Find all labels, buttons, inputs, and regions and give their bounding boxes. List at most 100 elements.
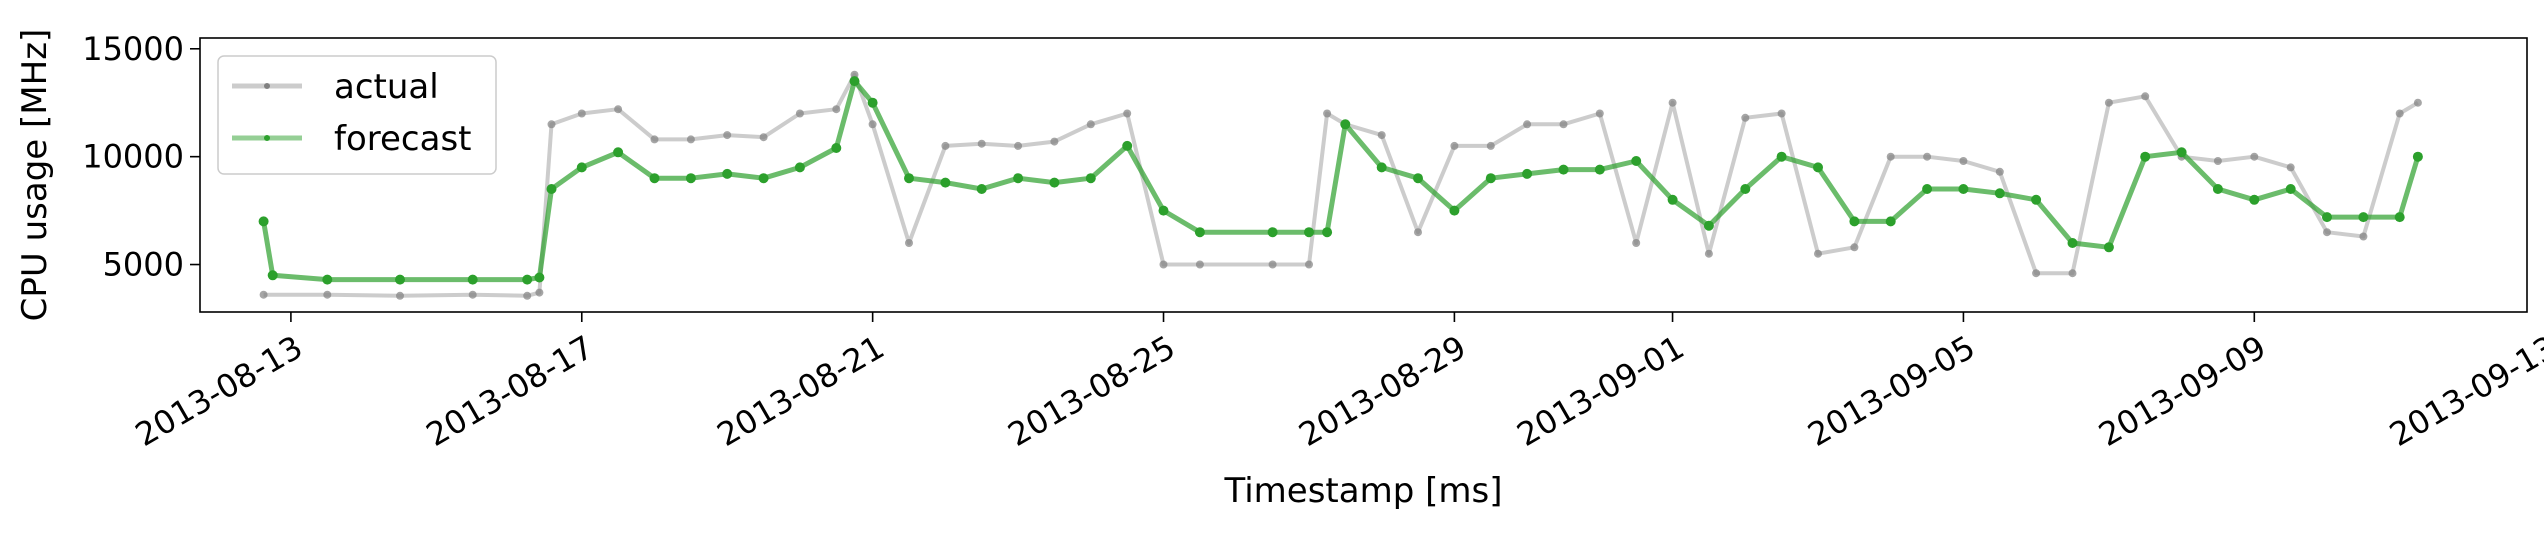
data-point-actual xyxy=(1814,249,1822,258)
data-point-actual xyxy=(577,109,586,118)
data-point-actual xyxy=(1159,260,1168,269)
data-point-forecast xyxy=(1449,205,1460,216)
data-point-forecast xyxy=(1740,184,1751,194)
data-point-actual xyxy=(614,105,623,114)
data-point-forecast xyxy=(1776,151,1787,162)
data-point-actual xyxy=(1450,141,1459,150)
legend-marker-actual xyxy=(264,83,270,89)
x-tick-label: 2013-09-01 xyxy=(1511,328,1691,454)
y-tick-label: 5000 xyxy=(103,246,184,284)
data-point-forecast xyxy=(849,76,860,87)
data-point-actual xyxy=(1995,167,2004,176)
data-point-forecast xyxy=(1340,119,1351,130)
x-tick-label: 2013-08-13 xyxy=(129,328,309,454)
data-point-forecast xyxy=(1267,227,1278,238)
data-point-forecast xyxy=(1485,173,1496,184)
data-point-forecast xyxy=(2176,147,2187,158)
data-point-actual xyxy=(1414,228,1422,237)
data-point-forecast xyxy=(976,184,987,194)
data-point-forecast xyxy=(904,173,914,184)
data-point-forecast xyxy=(1413,173,1423,184)
legend-label-actual: actual xyxy=(334,67,439,107)
data-point-actual xyxy=(1632,239,1641,247)
data-point-actual xyxy=(1195,260,1204,269)
data-point-forecast xyxy=(940,177,951,188)
data-point-actual xyxy=(2213,157,2222,165)
data-point-actual xyxy=(905,239,913,247)
data-point-actual xyxy=(323,290,332,299)
data-point-actual xyxy=(523,291,532,300)
data-point-forecast xyxy=(522,274,533,285)
data-point-actual xyxy=(396,291,404,300)
data-point-forecast xyxy=(1631,156,1642,166)
data-point-forecast xyxy=(395,274,405,285)
data-point-actual xyxy=(2250,152,2259,161)
data-point-actual xyxy=(795,109,804,118)
data-point-actual xyxy=(2413,98,2422,107)
axes-frame xyxy=(199,37,2528,313)
data-point-actual xyxy=(1704,249,1713,258)
data-point-actual xyxy=(1850,243,1859,252)
data-point-actual xyxy=(1595,109,1604,118)
data-point-forecast xyxy=(1922,184,1933,194)
x-tick-label: 2013-09-09 xyxy=(2092,328,2272,454)
data-point-forecast xyxy=(2322,212,2332,223)
data-point-forecast xyxy=(2103,242,2114,253)
data-point-actual xyxy=(1014,141,1023,150)
data-point-forecast xyxy=(1958,184,1969,194)
x-tick-label: 2013-08-17 xyxy=(420,328,600,454)
data-point-forecast xyxy=(1304,227,1314,238)
data-point-forecast xyxy=(2031,194,2042,205)
data-point-forecast xyxy=(322,274,333,285)
data-point-actual xyxy=(1305,260,1313,269)
data-point-forecast xyxy=(1994,188,2005,199)
data-point-actual xyxy=(1086,120,1095,129)
series-line-actual xyxy=(263,72,2419,298)
data-point-actual xyxy=(1377,131,1386,140)
data-point-actual xyxy=(2323,228,2331,237)
data-point-forecast xyxy=(267,270,278,281)
data-point-forecast xyxy=(722,168,733,179)
data-point-actual xyxy=(1886,152,1895,161)
data-point-forecast xyxy=(1122,140,1133,151)
data-point-actual xyxy=(941,141,950,150)
x-axis: 2013-08-13 2013-08-17 2013-08-21 2013-08-25… xyxy=(129,312,2544,454)
plot-area xyxy=(258,70,2423,300)
data-point-actual xyxy=(977,139,986,148)
data-point-forecast xyxy=(758,173,769,184)
data-point-forecast xyxy=(1885,216,1896,227)
data-point-forecast xyxy=(649,173,660,184)
data-point-actual xyxy=(1123,109,1132,118)
data-point-actual xyxy=(1923,152,1932,161)
y-tick-label: 10000 xyxy=(82,138,184,176)
data-point-actual xyxy=(1777,109,1786,118)
data-point-forecast xyxy=(467,274,478,285)
x-tick-label: 2013-09-13 xyxy=(2383,328,2544,454)
data-point-forecast xyxy=(794,162,805,173)
legend-box xyxy=(217,55,497,175)
data-point-forecast xyxy=(2358,212,2369,223)
x-tick-label: 2013-09-05 xyxy=(1801,328,1981,454)
data-point-actual xyxy=(1323,109,1332,118)
x-axis-label: Timestamp [ms] xyxy=(1224,471,1503,511)
data-point-forecast xyxy=(1158,205,1169,216)
data-point-forecast xyxy=(2394,212,2405,223)
data-point-forecast xyxy=(867,97,878,108)
series-points-forecast xyxy=(258,76,2423,285)
data-point-actual xyxy=(1486,141,1495,150)
data-point-forecast xyxy=(2249,194,2260,205)
data-point-forecast xyxy=(1703,220,1714,231)
x-tick-label: 2013-08-25 xyxy=(1001,328,1181,454)
data-point-actual xyxy=(2032,269,2041,278)
y-tick-label: 15000 xyxy=(82,30,184,68)
data-point-actual xyxy=(2395,109,2404,118)
data-point-forecast xyxy=(685,173,696,184)
data-point-actual xyxy=(723,131,732,140)
data-point-actual xyxy=(759,133,768,142)
data-point-actual xyxy=(2104,98,2113,107)
data-point-forecast xyxy=(1013,173,1024,184)
data-point-forecast xyxy=(2212,184,2223,194)
data-point-actual xyxy=(1668,98,1677,107)
data-point-forecast xyxy=(2412,151,2423,162)
